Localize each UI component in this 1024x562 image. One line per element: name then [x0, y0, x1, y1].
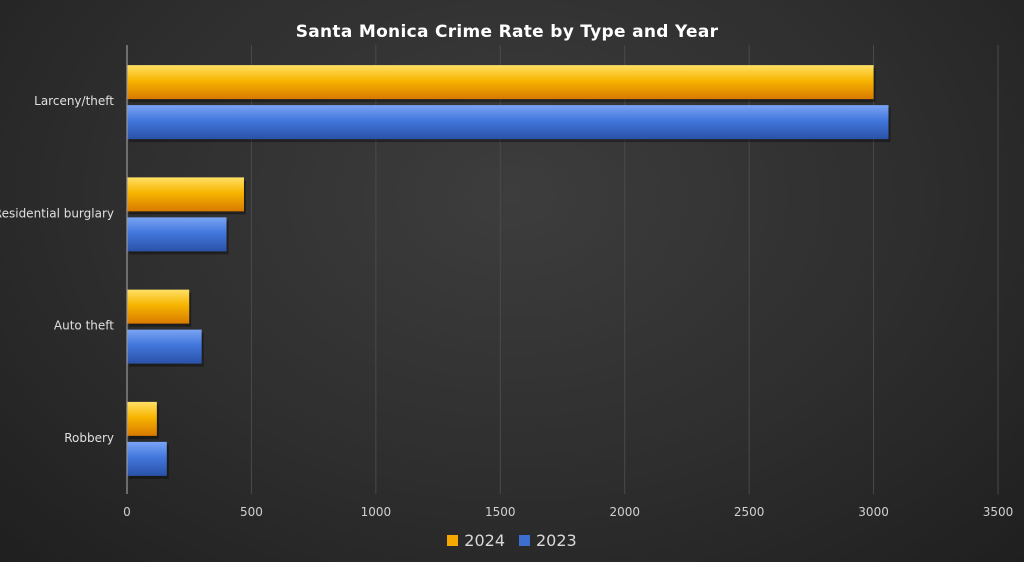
- legend: 2024 2023: [0, 531, 1024, 550]
- x-tick-label-3000: 3000: [858, 505, 889, 519]
- y-category-label-larceny-theft: Larceny/theft: [34, 94, 114, 108]
- legend-swatch-2024: [447, 535, 459, 546]
- chart-title: Santa Monica Crime Rate by Type and Year: [295, 22, 719, 42]
- x-tick-label-500: 500: [240, 505, 263, 519]
- bar-robbery-2023: [127, 441, 167, 476]
- bar-robbery-2024: [127, 401, 157, 436]
- gridlines: [250, 45, 999, 494]
- bar-larceny-theft-2024: [127, 65, 874, 100]
- y-category-label-robbery: Robbery: [64, 431, 114, 445]
- legend-item-2024: 2024: [447, 531, 505, 550]
- x-tick-label-1000: 1000: [361, 505, 392, 519]
- bar-residential-burglary-2023: [127, 217, 227, 252]
- legend-item-2023: 2023: [519, 531, 577, 550]
- bars: [127, 65, 891, 479]
- y-category-label-auto-theft: Auto theft: [54, 319, 114, 333]
- x-tick-label-1500: 1500: [485, 505, 516, 519]
- legend-label-2023: 2023: [536, 531, 577, 550]
- x-tick-label-2000: 2000: [609, 505, 640, 519]
- x-tick-label-3500: 3500: [983, 505, 1014, 519]
- x-tick-label-2500: 2500: [734, 505, 765, 519]
- bar-auto-theft-2023: [127, 329, 202, 364]
- bar-residential-burglary-2024: [127, 177, 244, 212]
- bar-larceny-theft-2023: [127, 105, 889, 140]
- legend-label-2024: 2024: [464, 531, 505, 550]
- axes: 0 500 1000 1500 2000 2500 3000 3500 Larceny/thef…: [0, 45, 1013, 519]
- bar-auto-theft-2024: [127, 289, 190, 324]
- legend-swatch-2023: [519, 535, 530, 546]
- x-tick-label-0: 0: [123, 505, 131, 519]
- y-category-label-residential-burglary: Residential burglary: [0, 206, 114, 220]
